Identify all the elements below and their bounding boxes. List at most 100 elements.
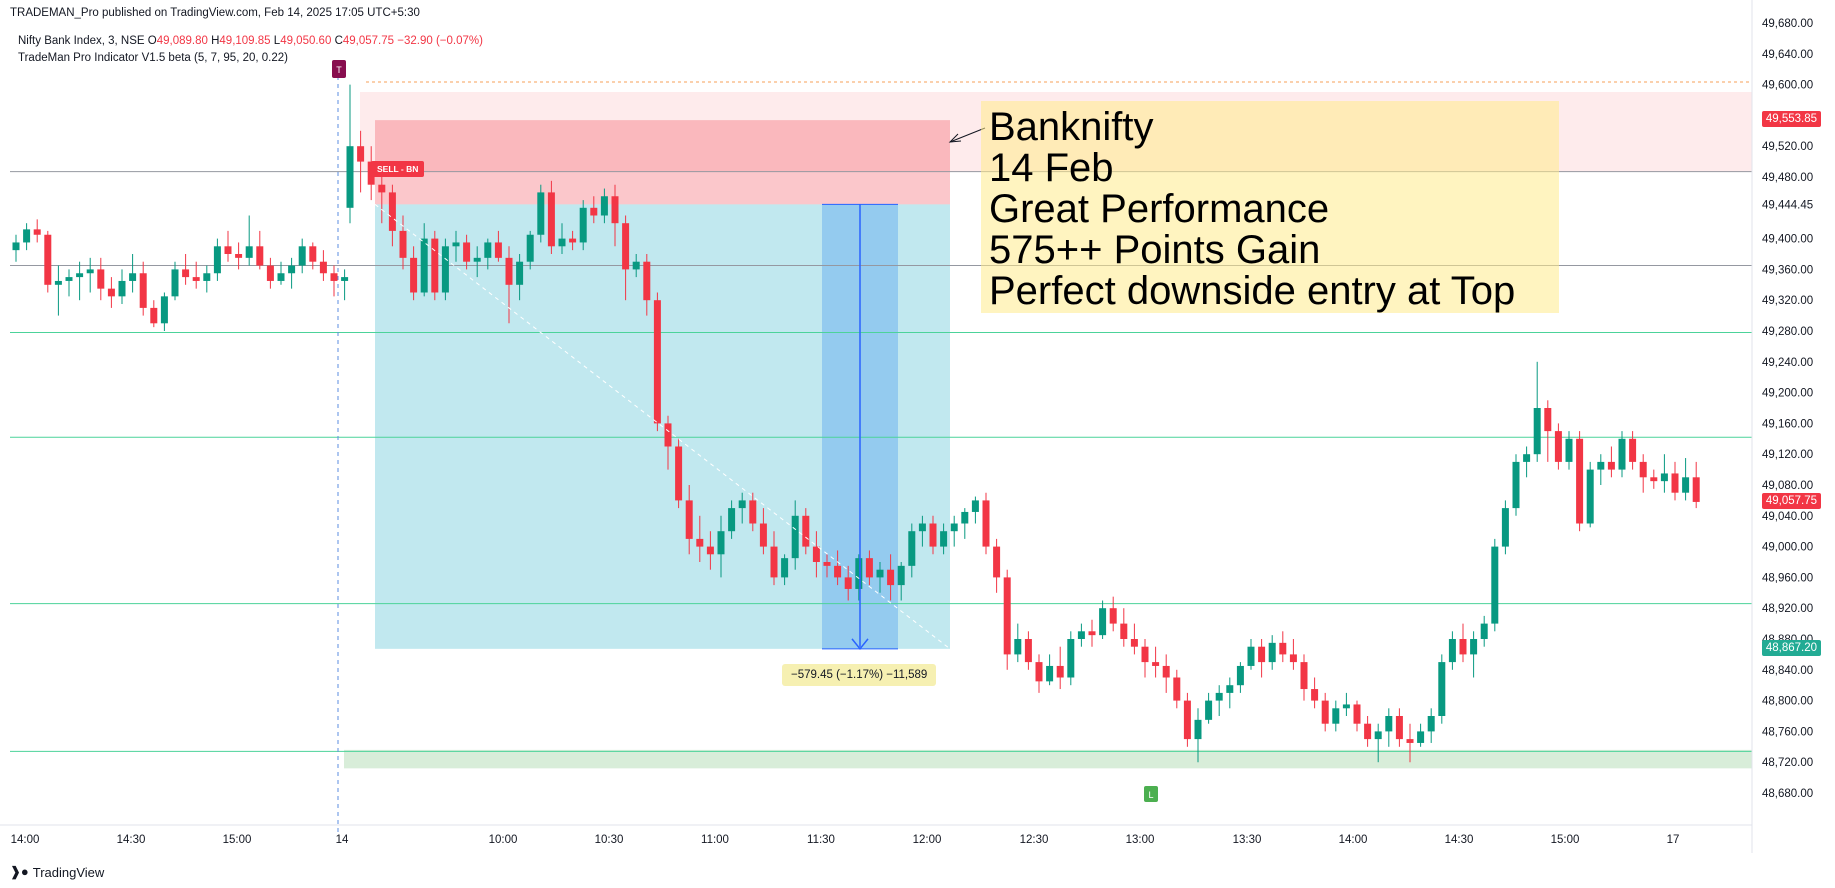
candle-body [182,269,190,278]
candle-body [420,238,428,293]
candle-body [1003,577,1011,655]
candle-body [1692,477,1700,502]
candle-body [759,523,767,547]
candle-body [1024,639,1032,663]
price-tick-label: 49,480.00 [1762,172,1813,184]
candle-body [1226,685,1234,693]
candle-body [1406,739,1414,743]
tradingview-logo[interactable]: ❱● TradingView [10,864,104,880]
candle-body [982,500,990,547]
candle-body [44,234,52,285]
symbol-name: Nifty Bank Index, 3, NSE [18,35,145,47]
candle-body [1332,708,1340,724]
l-marker [1144,786,1158,802]
price-tick-label: 48,960.00 [1762,572,1813,584]
candle-body [1385,716,1393,732]
candle-body [1162,665,1170,678]
candle-body [1321,700,1329,724]
time-tick-label: 14:00 [1339,834,1368,846]
price-tick-label: 49,640.00 [1762,49,1813,61]
candle-body [1618,438,1626,470]
time-tick-label: 14:30 [1445,834,1474,846]
indicator-legend[interactable]: TradeMan Pro Indicator V1.5 beta (5, 7, … [18,52,288,64]
candle-body [319,261,327,274]
candle-body [664,423,672,447]
time-tick-label: 13:30 [1233,834,1262,846]
candle-body [537,192,545,235]
candle-body [1152,662,1160,666]
candle-body [1448,639,1456,663]
candle-body [1480,623,1488,639]
candle-body [569,238,577,243]
trade-diagonal [374,203,951,650]
candle-body [706,546,714,555]
candle-body [1130,639,1138,647]
time-tick-label: 11:00 [701,834,729,846]
l-marker-label: L [1148,790,1153,800]
candle-body [611,196,619,224]
time-tick-label: 11:30 [807,834,835,846]
candle-body [150,307,158,324]
t-marker [332,60,346,78]
price-tick-label: 48,840.00 [1762,665,1813,677]
candle-body [823,562,831,566]
candle-body [993,546,1001,578]
candle-body [97,269,105,289]
candle-body [452,242,460,247]
candle-body [431,238,439,293]
price-axis[interactable]: 48,680.00 48,720.00 48,760.00 48,800.00 48,8… [1751,0,1813,853]
candle-body [224,246,232,254]
candle-body [494,242,502,258]
annotation-line: 575++ Points Gain [989,228,1321,272]
candle-body [1607,461,1615,470]
candle-body [192,277,200,281]
price-tick-label: 49,400.00 [1762,234,1813,246]
time-tick-label: 15:00 [1551,834,1580,846]
price-tick-label: 49,160.00 [1762,418,1813,430]
measure-label: −579.45 (−1.17%) −11,589 [782,664,937,686]
candle-body [834,565,842,578]
price-tick-label: 49,200.00 [1762,388,1813,400]
price-tick-label: 48,800.00 [1762,696,1813,708]
price-tag: 49,553.85 [1761,111,1821,128]
candle-body [961,511,969,524]
candle-body [622,223,630,270]
candle-body [738,500,746,509]
price-tick-label: 49,240.00 [1762,357,1813,369]
open-value: 49,089.80 [156,35,208,47]
candle-body [1342,704,1350,709]
annotation-pointer [949,127,986,143]
time-tick-label: 12:00 [913,834,942,846]
candle-body [590,207,598,216]
candle-body [1077,631,1085,639]
annotation-line: Banknifty [989,105,1154,149]
annotation-box[interactable]: Banknifty 14 Feb Great Performance 575++… [981,101,1559,313]
candle-body [547,192,555,247]
candle-body [256,246,264,266]
candle-body [505,257,513,285]
candle-body [12,242,20,251]
candle-body [1417,731,1425,743]
candle-body [1650,477,1658,482]
candle-body [1512,461,1520,509]
symbol-legend[interactable]: Nifty Bank Index, 3, NSE O49,089.80 H49,… [18,35,483,47]
drawing-overlay: TL [332,60,1158,802]
candle-body [1014,639,1022,655]
time-axis[interactable]: 14:00 14:30 15:00 14 10:00 10:30 11:00 11:30 12:… [0,824,1752,846]
candle-body [86,269,94,274]
candle-body [139,273,147,308]
candle-body [1258,646,1266,663]
time-tick-label: 15:00 [223,834,252,846]
high-label: H [211,35,220,47]
candle-body [277,273,285,281]
low-value: 49,050.60 [280,35,332,47]
time-tick-label: 12:30 [1020,834,1049,846]
candle-body [1660,473,1668,482]
candle-body [245,246,253,258]
candle-body [378,184,386,193]
price-tick-label: 48,760.00 [1762,726,1813,738]
candle-body [1586,469,1594,524]
candle-body [1120,623,1128,639]
candle-body [107,288,115,297]
